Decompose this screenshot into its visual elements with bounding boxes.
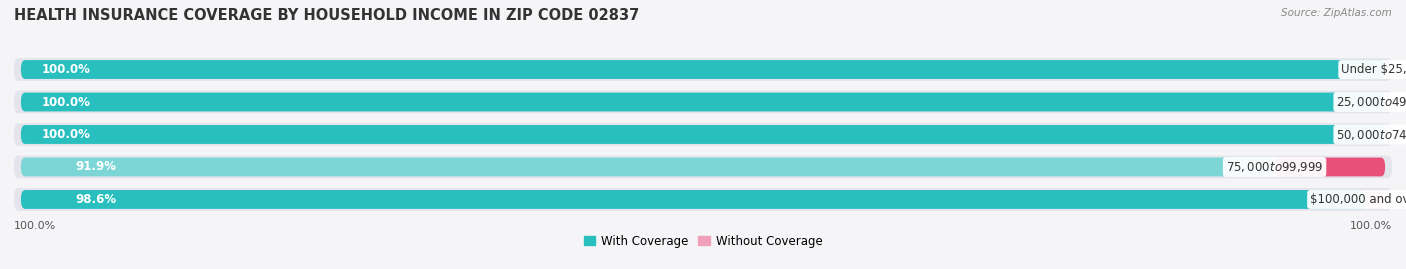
Text: 98.6%: 98.6% <box>76 193 117 206</box>
Text: $25,000 to $49,999: $25,000 to $49,999 <box>1336 95 1406 109</box>
Text: 100.0%: 100.0% <box>41 95 90 108</box>
Text: 100.0%: 100.0% <box>41 128 90 141</box>
FancyBboxPatch shape <box>21 93 1385 111</box>
Text: 91.9%: 91.9% <box>76 161 117 174</box>
FancyBboxPatch shape <box>21 190 1367 209</box>
Text: Source: ZipAtlas.com: Source: ZipAtlas.com <box>1281 8 1392 18</box>
FancyBboxPatch shape <box>14 91 1392 114</box>
FancyBboxPatch shape <box>1367 190 1385 209</box>
Text: 100.0%: 100.0% <box>41 63 90 76</box>
FancyBboxPatch shape <box>21 125 1385 144</box>
FancyBboxPatch shape <box>21 158 1275 176</box>
FancyBboxPatch shape <box>14 123 1392 146</box>
Text: $100,000 and over: $100,000 and over <box>1310 193 1406 206</box>
Text: $75,000 to $99,999: $75,000 to $99,999 <box>1226 160 1323 174</box>
FancyBboxPatch shape <box>14 155 1392 178</box>
FancyBboxPatch shape <box>21 60 1385 79</box>
FancyBboxPatch shape <box>14 188 1392 211</box>
Text: 100.0%: 100.0% <box>14 221 56 231</box>
FancyBboxPatch shape <box>14 58 1392 81</box>
Text: $50,000 to $74,999: $50,000 to $74,999 <box>1336 128 1406 141</box>
Text: HEALTH INSURANCE COVERAGE BY HOUSEHOLD INCOME IN ZIP CODE 02837: HEALTH INSURANCE COVERAGE BY HOUSEHOLD I… <box>14 8 640 23</box>
Legend: With Coverage, Without Coverage: With Coverage, Without Coverage <box>579 230 827 253</box>
FancyBboxPatch shape <box>1275 158 1385 176</box>
Text: Under $25,000: Under $25,000 <box>1341 63 1406 76</box>
Text: 100.0%: 100.0% <box>1350 221 1392 231</box>
